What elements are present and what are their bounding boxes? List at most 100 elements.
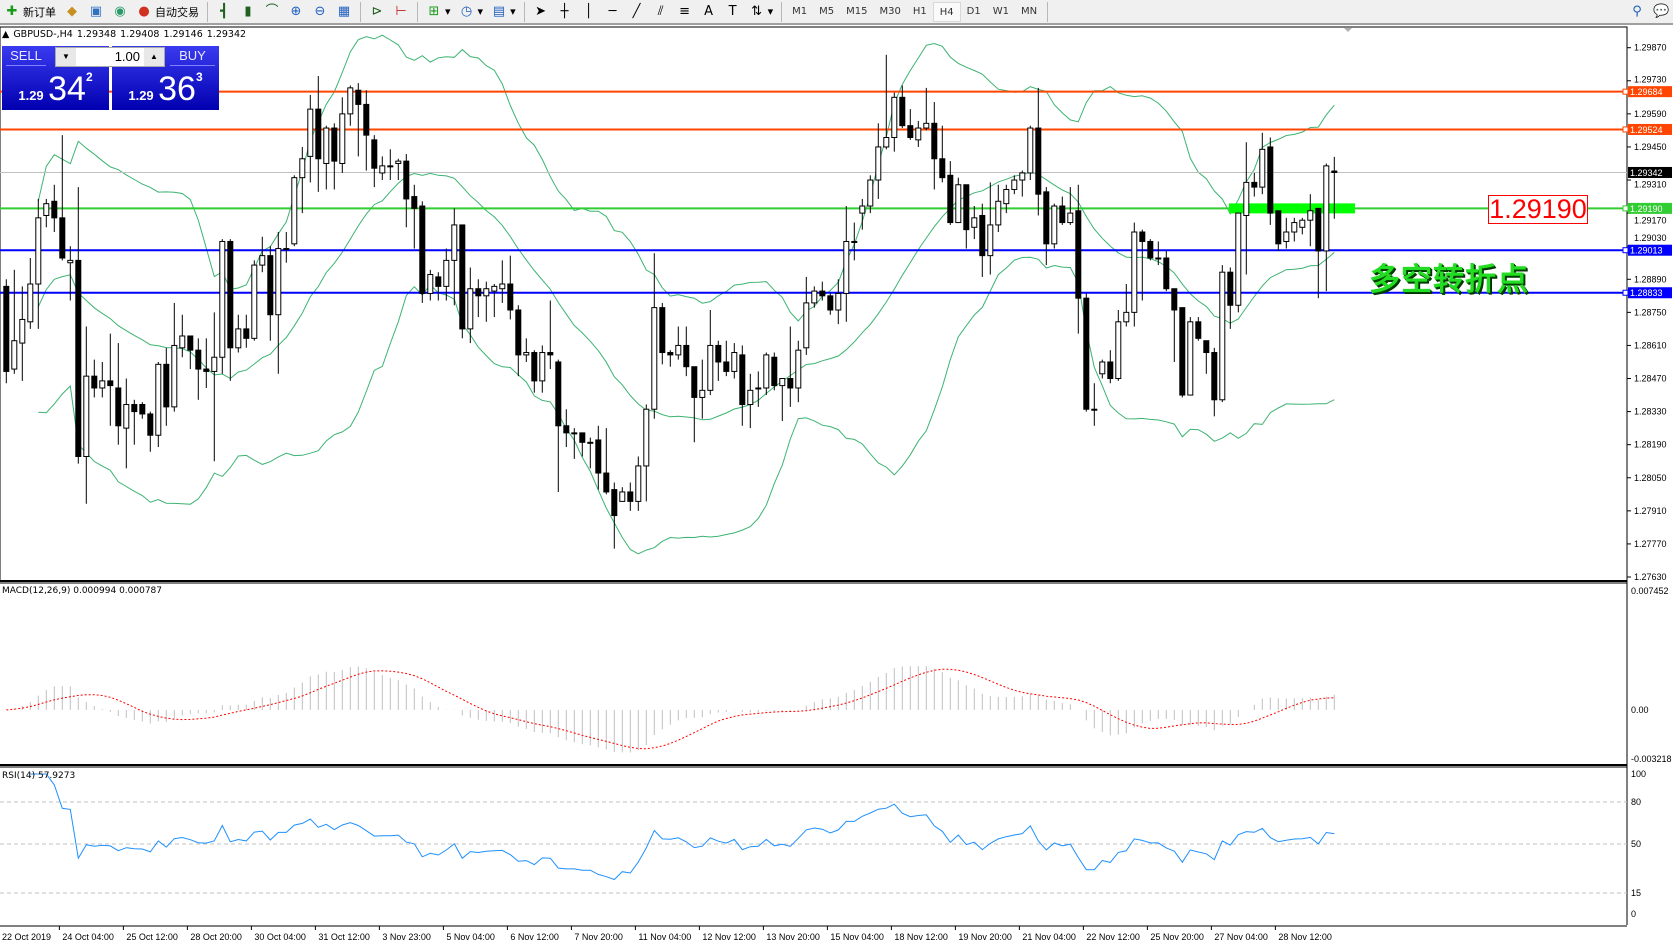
terminal-button[interactable]: ▣ <box>84 1 108 23</box>
bullish-candle-body <box>427 274 434 294</box>
line-chart-icon: ⌒ <box>265 3 279 19</box>
bullish-candle-body <box>307 108 314 157</box>
collapse-arrow-icon[interactable]: ▲ <box>2 29 10 40</box>
candle <box>899 85 906 129</box>
bullish-candle-body <box>1187 321 1194 396</box>
candle <box>259 236 266 273</box>
pivot-point-annotation[interactable]: 多空转折点 <box>1369 262 1529 298</box>
candle <box>891 92 898 152</box>
bullish-candle-body <box>451 224 458 261</box>
zoom-in-button[interactable]: ⊕ <box>284 1 308 23</box>
toolbar-separator <box>1047 1 1049 22</box>
new-order-button[interactable]: ✚ 新订单 <box>0 1 60 23</box>
fibonacci-button[interactable]: ≡ <box>673 1 697 23</box>
timeframe-m15[interactable]: M15 <box>846 5 868 17</box>
candle <box>99 361 106 398</box>
indicators-button[interactable]: ⊞ ▾ <box>422 1 455 23</box>
candle <box>939 125 946 183</box>
timeframe-d1[interactable]: D1 <box>966 5 981 17</box>
bearish-candle-body <box>907 125 914 138</box>
candle <box>747 373 754 429</box>
price-tick-label: 1.27770 <box>1634 539 1667 549</box>
zoom-out-button[interactable]: ⊖ <box>308 1 332 23</box>
time-tick-label: 25 Oct 12:00 <box>126 932 178 942</box>
zoom-in-icon: ⊕ <box>290 3 302 19</box>
toolbar-separator <box>207 1 208 22</box>
candle <box>379 156 386 181</box>
bullish-candle-body <box>1003 188 1010 205</box>
text-button[interactable]: A <box>697 1 721 23</box>
lot-increase-button[interactable]: ▲ <box>144 48 164 66</box>
rsi-tick-label: 100 <box>1631 769 1646 779</box>
timeframe-h1[interactable]: H1 <box>912 5 927 17</box>
timeframe-w1[interactable]: W1 <box>992 5 1009 17</box>
price-tick-label: 1.28190 <box>1634 440 1667 450</box>
bullish-candle-body <box>1027 127 1034 174</box>
bullish-candle-body <box>123 404 130 429</box>
bollinger-middle-band <box>37 171 1335 421</box>
search-button[interactable]: ⚲ <box>1625 1 1649 23</box>
auto-trading-button[interactable]: ● 自动交易 <box>132 1 203 23</box>
candle <box>851 222 858 261</box>
fibonacci-icon: ≡ <box>679 3 691 19</box>
templates-button[interactable]: ▤ ▾ <box>492 3 516 19</box>
tile-windows-button[interactable]: ▦ <box>332 1 356 23</box>
bearish-candle-body <box>3 285 10 372</box>
bearish-candle-body <box>659 307 666 354</box>
history-button[interactable]: ◆ <box>60 1 84 23</box>
candle <box>1323 163 1330 292</box>
horizontal-line-button[interactable]: ─ <box>601 1 625 23</box>
candlestick-button[interactable]: ▮ <box>236 1 260 23</box>
vertical-line-button[interactable]: │ <box>577 1 601 23</box>
candle <box>755 371 762 407</box>
toolbar-separator <box>360 1 361 22</box>
line-chart-button[interactable]: ⌒ <box>260 1 284 23</box>
cursor-button[interactable]: ➤ <box>529 1 553 23</box>
bar-chart-button[interactable]: ┫ <box>212 1 236 23</box>
candle <box>299 146 306 214</box>
level-price-tag <box>1628 287 1672 299</box>
chart-shift-button[interactable]: ⊢ <box>389 1 413 23</box>
periods-button[interactable]: ◷ ▾ <box>455 1 488 23</box>
lot-decrease-button[interactable]: ▼ <box>56 48 76 66</box>
candle <box>291 175 298 247</box>
candle <box>739 345 746 426</box>
bullish-candle-body <box>643 408 650 467</box>
candle <box>1171 288 1178 362</box>
equidistant-channel-button[interactable]: ⫽ <box>649 1 673 23</box>
bearish-candle-body <box>771 356 778 387</box>
candle <box>699 359 706 419</box>
arrows-button[interactable]: ⇅ ▾ <box>745 1 778 23</box>
bullish-candle-body <box>1091 408 1098 411</box>
candle <box>35 198 42 329</box>
text-label-button[interactable]: T <box>721 1 745 23</box>
timeframe-m30[interactable]: M30 <box>879 5 901 17</box>
bearish-candle-body <box>1171 288 1178 311</box>
signal-button[interactable]: ◉ <box>108 1 132 23</box>
price-tick-label: 1.28330 <box>1634 407 1667 417</box>
bullish-candle-body <box>851 240 858 243</box>
macd-tick-label: -0.003218 <box>1631 754 1672 764</box>
macd-tick-label: 0.007452 <box>1631 586 1669 596</box>
trendline-button[interactable]: ╱ <box>625 1 649 23</box>
timeframe-m5[interactable]: M5 <box>819 5 835 17</box>
chat-button[interactable]: 💬 <box>1649 1 1673 23</box>
level-price-tag-text: 1.29013 <box>1630 246 1663 256</box>
candle <box>563 409 570 448</box>
candle <box>715 340 722 381</box>
timeframe-h4[interactable]: H4 <box>932 1 961 22</box>
arrows-icon: ⇅ <box>751 3 763 19</box>
level-handle <box>1622 88 1629 95</box>
timeframe-m1[interactable]: M1 <box>792 5 808 17</box>
candle <box>467 267 474 344</box>
level-price-label[interactable]: 1.29190 <box>1488 194 1588 224</box>
candle <box>51 184 58 233</box>
crosshair-button[interactable]: ┼ <box>553 1 577 23</box>
timeframe-mn[interactable]: MN <box>1020 5 1038 17</box>
candle <box>955 177 962 224</box>
autoscroll-button[interactable]: ⊳ <box>365 1 389 23</box>
lot-size-input[interactable]: 1.00 <box>114 49 140 64</box>
price-tick-label: 1.29170 <box>1634 215 1667 225</box>
time-tick-label: 21 Nov 04:00 <box>1022 932 1076 942</box>
